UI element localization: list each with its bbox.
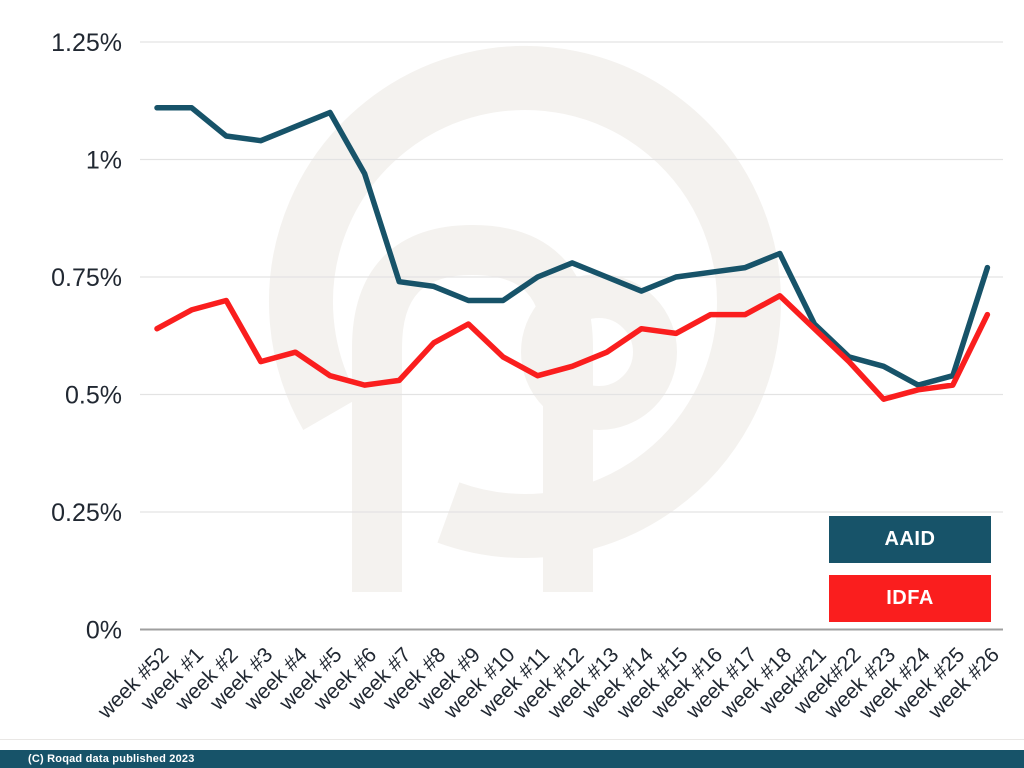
y-axis-label: 0.75%: [51, 264, 122, 292]
legend-item-idfa: IDFA: [829, 575, 991, 622]
legend-label-aaid: AAID: [884, 528, 936, 550]
y-axis-label: 0%: [86, 617, 122, 645]
watermark-inner-ring: [521, 274, 677, 430]
gridlines: [140, 41, 1003, 631]
y-axis-label: 1%: [86, 147, 122, 175]
y-axis-labels: 0% 0.25% 0.5% 0.75% 1% 1.25%: [51, 29, 122, 645]
legend-item-aaid: AAID: [829, 516, 991, 563]
watermark-outer-ring: [269, 46, 781, 558]
bottom-divider: [0, 739, 1024, 740]
series-lines: [154, 105, 991, 402]
legend: AAID IDFA: [829, 516, 991, 634]
y-axis-label: 0.25%: [51, 499, 122, 527]
footer-bar: (C) Roqad data published 2023: [0, 750, 1024, 768]
series-line-idfa: [154, 293, 991, 402]
legend-label-idfa: IDFA: [886, 587, 934, 609]
series-line-aaid: [154, 105, 991, 388]
y-axis-label: 0.5%: [65, 382, 122, 410]
copyright-text: (C) Roqad data published 2023: [28, 753, 195, 765]
y-axis-label: 1.25%: [51, 29, 122, 57]
